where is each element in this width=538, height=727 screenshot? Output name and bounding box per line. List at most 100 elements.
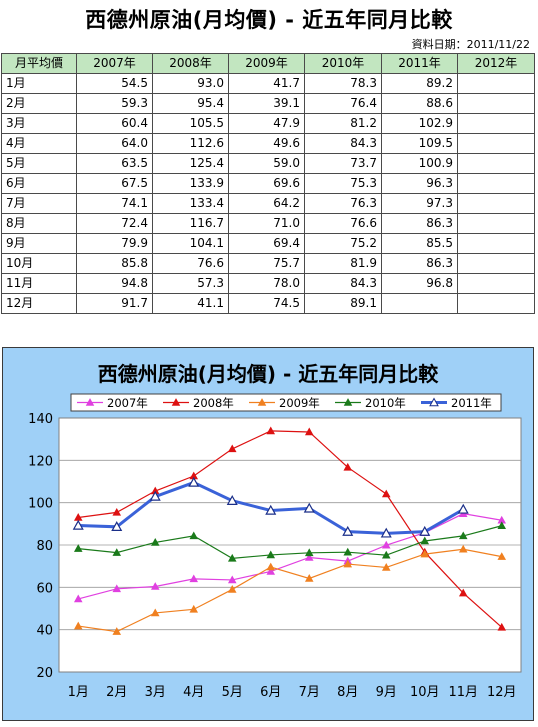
table-row: 2月 59.3 95.4 39.1 76.4 88.6 [1,93,535,114]
price-cell: 104.1 [152,233,229,254]
price-cell: 76.6 [152,253,229,274]
series-line-3 [78,525,502,559]
month-cell: 12月 [1,293,77,314]
x-tick-label: 9月 [376,685,397,700]
data-point [304,548,314,557]
price-cell: 125.4 [152,153,229,174]
data-point [189,604,199,613]
data-point [227,575,237,584]
data-point [497,521,507,530]
x-tick-label: 3月 [145,685,166,700]
data-point [72,519,84,530]
y-tick-label: 20 [36,666,53,681]
price-cell: 64.2 [228,193,305,214]
chart-title: 西德州原油(月均價) - 近五年同月比較 [98,362,440,386]
data-point [265,504,277,515]
chart-frame: 西德州原油(月均價) - 近五年同月比較 20 40 60 80 100 120 140 1月 2… [2,347,534,721]
price-cell: 116.7 [152,213,229,234]
price-cell [457,253,535,274]
data-point [497,622,507,631]
data-point [227,444,237,453]
price-cell [457,93,535,114]
legend-marker [429,397,439,407]
price-cell: 86.3 [381,253,458,274]
table-row: 10月 85.8 76.6 75.7 81.9 86.3 [1,253,535,274]
price-cell: 49.6 [228,133,305,154]
price-table: 月平均價 2007年 2008年 2009年 2010年 2011年 2012年… [1,53,535,314]
price-cell: 75.3 [304,173,382,194]
month-cell: 1月 [1,73,77,94]
price-cell: 84.3 [304,133,382,154]
price-cell: 88.6 [381,93,458,114]
price-cell: 102.9 [381,113,458,134]
price-cell: 91.7 [76,293,153,314]
x-tick-label: 5月 [222,685,243,700]
data-point [227,585,237,593]
x-tick-label: 12月 [487,685,517,700]
line-chart: 西德州原油(月均價) - 近五年同月比較 20 40 60 80 100 120 140 1月 2… [28,362,522,700]
data-point [343,547,353,556]
month-cell: 10月 [1,253,77,274]
price-cell: 60.4 [76,113,153,134]
price-cell: 41.1 [152,293,229,314]
data-point [111,521,123,531]
data-point [112,507,122,516]
data-point [343,559,353,568]
price-cell [457,293,535,314]
price-cell: 112.6 [152,133,229,154]
price-cell: 41.7 [228,73,305,94]
month-cell: 2月 [1,93,77,114]
price-cell: 64.0 [76,133,153,154]
y-tick-label: 120 [28,454,53,469]
price-cell: 78.0 [228,273,305,294]
y-tick-label: 40 [36,624,53,639]
data-point [342,525,354,536]
data-point [304,427,314,436]
series-line-2 [78,548,502,633]
price-cell: 75.2 [304,233,382,254]
price-cell: 59.3 [76,93,153,114]
data-point [458,544,468,553]
price-cell: 59.0 [228,153,305,174]
data-point [266,562,276,571]
table-row: 8月 72.4 116.7 71.0 76.6 86.3 [1,213,535,234]
month-cell: 4月 [1,133,77,154]
y-tick-label: 60 [36,581,53,596]
data-point [343,462,353,471]
price-cell: 47.9 [228,113,305,134]
month-cell: 6月 [1,173,77,194]
header-2007: 2007年 [76,53,153,74]
table-row: 6月 67.5 133.9 69.6 75.3 96.3 [1,173,535,194]
price-cell: 93.0 [152,73,229,94]
x-tick-label: 7月 [299,685,320,700]
price-cell: 89.2 [381,73,458,94]
data-point [304,574,314,582]
legend-marker [171,398,181,406]
price-cell: 79.9 [76,233,153,254]
x-tick-label: 8月 [337,685,358,700]
series-line-1 [78,430,503,628]
price-cell: 39.1 [228,93,305,114]
header-2010: 2010年 [304,53,382,74]
data-point [227,553,237,562]
price-cell: 67.5 [76,173,153,194]
x-tick-label: 1月 [68,685,89,700]
legend-label: 2010年 [365,396,406,410]
table-row: 12月 91.7 41.1 74.5 89.1 [1,293,535,314]
data-point [381,550,391,559]
price-cell: 109.5 [381,133,458,154]
data-point [457,503,469,514]
price-cell [381,293,458,314]
page-title: 西德州原油(月均價) - 近五年同月比較 [85,8,453,32]
price-cell [457,193,535,214]
price-cell [457,133,535,154]
header-2009: 2009年 [228,53,305,74]
price-cell: 72.4 [76,213,153,234]
data-point [150,582,160,590]
legend-label: 2007年 [107,396,148,410]
price-cell: 76.6 [304,213,382,234]
table-row: 9月 79.9 104.1 69.4 75.2 85.5 [1,233,535,254]
data-point [266,550,276,559]
data-point [73,544,83,552]
price-cell: 69.4 [228,233,305,254]
